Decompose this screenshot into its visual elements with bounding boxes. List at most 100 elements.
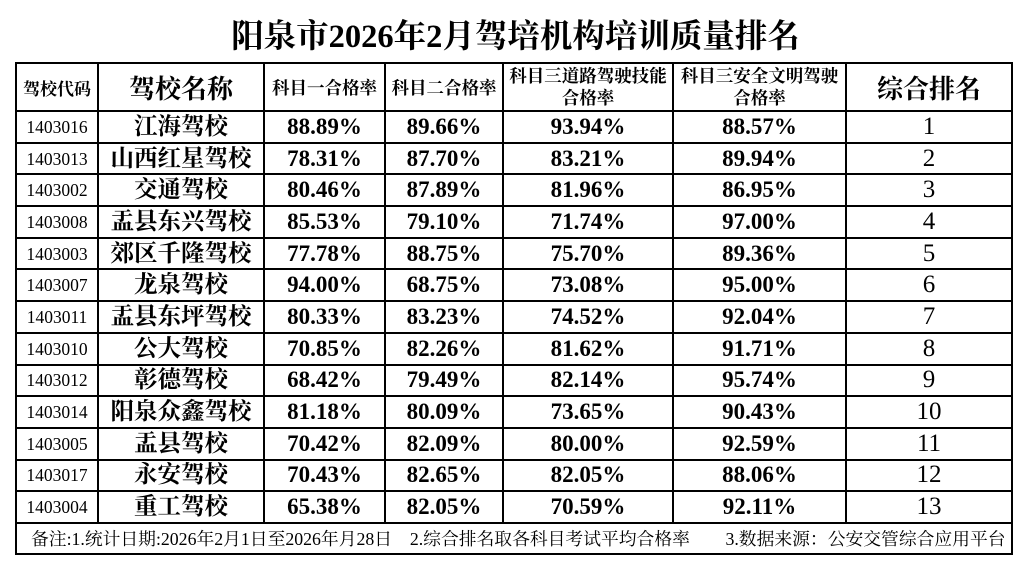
subject2-pass-rate-cell: 79.10% bbox=[386, 207, 504, 239]
subject2-pass-rate-cell: 87.89% bbox=[386, 175, 504, 208]
subject3-road-pass-rate-cell: 70.59% bbox=[504, 492, 674, 524]
overall-rank-cell: 9 bbox=[847, 365, 1013, 398]
subject3-road-pass-rate-cell: 80.00% bbox=[504, 428, 674, 461]
school-name-cell: 阳泉众鑫驾校 bbox=[99, 397, 265, 429]
subject3-road-pass-rate-cell: 83.21% bbox=[504, 143, 674, 176]
subject1-pass-rate-cell: 68.42% bbox=[265, 365, 386, 398]
table-row: 1403016 江海驾校 88.89% 89.66% 93.94% 88.57%… bbox=[17, 112, 1013, 144]
school-code-cell: 1403007 bbox=[17, 270, 99, 303]
table-row: 1403013 山西红星驾校 78.31% 87.70% 83.21% 89.9… bbox=[17, 143, 1013, 176]
subject1-pass-rate-cell: 80.46% bbox=[265, 175, 386, 208]
overall-rank-cell: 11 bbox=[847, 428, 1013, 461]
subject3-road-pass-rate-cell: 73.65% bbox=[504, 397, 674, 429]
subject2-pass-rate-cell: 79.49% bbox=[386, 365, 504, 398]
subject2-pass-rate-cell: 89.66% bbox=[386, 112, 504, 144]
subject3-road-pass-rate-cell: 74.52% bbox=[504, 302, 674, 334]
school-code-cell: 1403003 bbox=[17, 238, 99, 271]
subject1-pass-rate-cell: 70.85% bbox=[265, 333, 386, 366]
footnote-cell: 备注:1.统计日期:2026年2月1日至2026年月28日 2.综合排名取各科目… bbox=[17, 523, 1013, 556]
school-code-cell: 1403016 bbox=[17, 112, 99, 144]
column-header-subject1-pass-rate: 科目一合格率 bbox=[265, 64, 386, 112]
subject3-safe-pass-rate-cell: 89.94% bbox=[674, 143, 847, 176]
subject2-pass-rate-cell: 88.75% bbox=[386, 238, 504, 271]
subject3-safe-pass-rate-cell: 86.95% bbox=[674, 175, 847, 208]
subject1-pass-rate-cell: 85.53% bbox=[265, 207, 386, 239]
subject3-safe-pass-rate-cell: 95.74% bbox=[674, 365, 847, 398]
subject1-pass-rate-cell: 70.42% bbox=[265, 428, 386, 461]
subject2-pass-rate-cell: 83.23% bbox=[386, 302, 504, 334]
subject3-safe-pass-rate-cell: 88.57% bbox=[674, 112, 847, 144]
subject2-pass-rate-cell: 68.75% bbox=[386, 270, 504, 303]
subject3-road-pass-rate-cell: 75.70% bbox=[504, 238, 674, 271]
school-name-cell: 公大驾校 bbox=[99, 333, 265, 366]
overall-rank-cell: 13 bbox=[847, 492, 1013, 524]
column-header-overall-rank: 综合排名 bbox=[847, 64, 1013, 112]
subject3-safe-pass-rate-cell: 92.11% bbox=[674, 492, 847, 524]
subject3-road-pass-rate-cell: 73.08% bbox=[504, 270, 674, 303]
table-row: 1403005 盂县驾校 70.42% 82.09% 80.00% 92.59%… bbox=[17, 428, 1013, 461]
subject1-pass-rate-cell: 80.33% bbox=[265, 302, 386, 334]
subject2-pass-rate-cell: 82.26% bbox=[386, 333, 504, 366]
subject1-pass-rate-cell: 94.00% bbox=[265, 270, 386, 303]
table-body: 1403016 江海驾校 88.89% 89.66% 93.94% 88.57%… bbox=[17, 112, 1013, 524]
subject1-pass-rate-cell: 77.78% bbox=[265, 238, 386, 271]
overall-rank-cell: 8 bbox=[847, 333, 1013, 366]
school-code-cell: 1403010 bbox=[17, 333, 99, 366]
overall-rank-cell: 5 bbox=[847, 238, 1013, 271]
subject3-road-pass-rate-cell: 81.96% bbox=[504, 175, 674, 208]
school-name-cell: 重工驾校 bbox=[99, 492, 265, 524]
column-header-school-name: 驾校名称 bbox=[99, 64, 265, 112]
school-code-cell: 1403004 bbox=[17, 492, 99, 524]
subject2-pass-rate-cell: 82.65% bbox=[386, 460, 504, 493]
school-name-cell: 交通驾校 bbox=[99, 175, 265, 208]
school-code-cell: 1403014 bbox=[17, 397, 99, 429]
page-title: 阳泉市2026年2月驾培机构培训质量排名 bbox=[231, 19, 800, 55]
subject1-pass-rate-cell: 78.31% bbox=[265, 143, 386, 176]
column-header-subject3-road-pass-rate: 科目三道路驾驶技能 合格率 bbox=[504, 64, 674, 112]
school-name-cell: 盂县东坪驾校 bbox=[99, 302, 265, 334]
overall-rank-cell: 12 bbox=[847, 460, 1013, 493]
school-code-cell: 1403005 bbox=[17, 428, 99, 461]
school-code-cell: 1403017 bbox=[17, 460, 99, 493]
subject3-road-pass-rate-cell: 82.14% bbox=[504, 365, 674, 398]
subject1-pass-rate-cell: 81.18% bbox=[265, 397, 386, 429]
subject3-safe-pass-rate-cell: 92.04% bbox=[674, 302, 847, 334]
subject2-pass-rate-cell: 82.05% bbox=[386, 492, 504, 524]
school-code-cell: 1403012 bbox=[17, 365, 99, 398]
subject3-road-pass-rate-cell: 93.94% bbox=[504, 112, 674, 144]
subject1-pass-rate-cell: 65.38% bbox=[265, 492, 386, 524]
overall-rank-cell: 7 bbox=[847, 302, 1013, 334]
subject3-safe-pass-rate-cell: 88.06% bbox=[674, 460, 847, 493]
table-footnote-row: 备注:1.统计日期:2026年2月1日至2026年月28日 2.综合排名取各科目… bbox=[17, 523, 1013, 556]
subject3-road-pass-rate-cell: 81.62% bbox=[504, 333, 674, 366]
subject3-road-pass-rate-cell: 82.05% bbox=[504, 460, 674, 493]
school-code-cell: 1403011 bbox=[17, 302, 99, 334]
school-code-cell: 1403002 bbox=[17, 175, 99, 208]
overall-rank-cell: 10 bbox=[847, 397, 1013, 429]
subject2-pass-rate-cell: 80.09% bbox=[386, 397, 504, 429]
school-name-cell: 龙泉驾校 bbox=[99, 270, 265, 303]
school-name-cell: 盂县驾校 bbox=[99, 428, 265, 461]
table-row: 1403008 盂县东兴驾校 85.53% 79.10% 71.74% 97.0… bbox=[17, 207, 1013, 239]
school-name-cell: 永安驾校 bbox=[99, 460, 265, 493]
table-row: 1403010 公大驾校 70.85% 82.26% 81.62% 91.71%… bbox=[17, 333, 1013, 366]
subject3-safe-pass-rate-cell: 91.71% bbox=[674, 333, 847, 366]
table-row: 1403011 盂县东坪驾校 80.33% 83.23% 74.52% 92.0… bbox=[17, 302, 1013, 334]
overall-rank-cell: 1 bbox=[847, 112, 1013, 144]
school-code-cell: 1403013 bbox=[17, 143, 99, 176]
overall-rank-cell: 2 bbox=[847, 143, 1013, 176]
table-row: 1403014 阳泉众鑫驾校 81.18% 80.09% 73.65% 90.4… bbox=[17, 397, 1013, 429]
table-row: 1403002 交通驾校 80.46% 87.89% 81.96% 86.95%… bbox=[17, 175, 1013, 208]
overall-rank-cell: 4 bbox=[847, 207, 1013, 239]
subject2-pass-rate-cell: 87.70% bbox=[386, 143, 504, 176]
overall-rank-cell: 3 bbox=[847, 175, 1013, 208]
column-header-subject2-pass-rate: 科目二合格率 bbox=[386, 64, 504, 112]
school-name-cell: 盂县东兴驾校 bbox=[99, 207, 265, 239]
subject3-road-pass-rate-cell: 71.74% bbox=[504, 207, 674, 239]
table-row: 1403007 龙泉驾校 94.00% 68.75% 73.08% 95.00%… bbox=[17, 270, 1013, 303]
subject3-safe-pass-rate-cell: 89.36% bbox=[674, 238, 847, 271]
table-header-row: 驾校代码 驾校名称 科目一合格率 科目二合格率 科目三道路驾驶技能 合格率 科目… bbox=[17, 64, 1013, 112]
school-code-cell: 1403008 bbox=[17, 207, 99, 239]
subject3-safe-pass-rate-cell: 97.00% bbox=[674, 207, 847, 239]
